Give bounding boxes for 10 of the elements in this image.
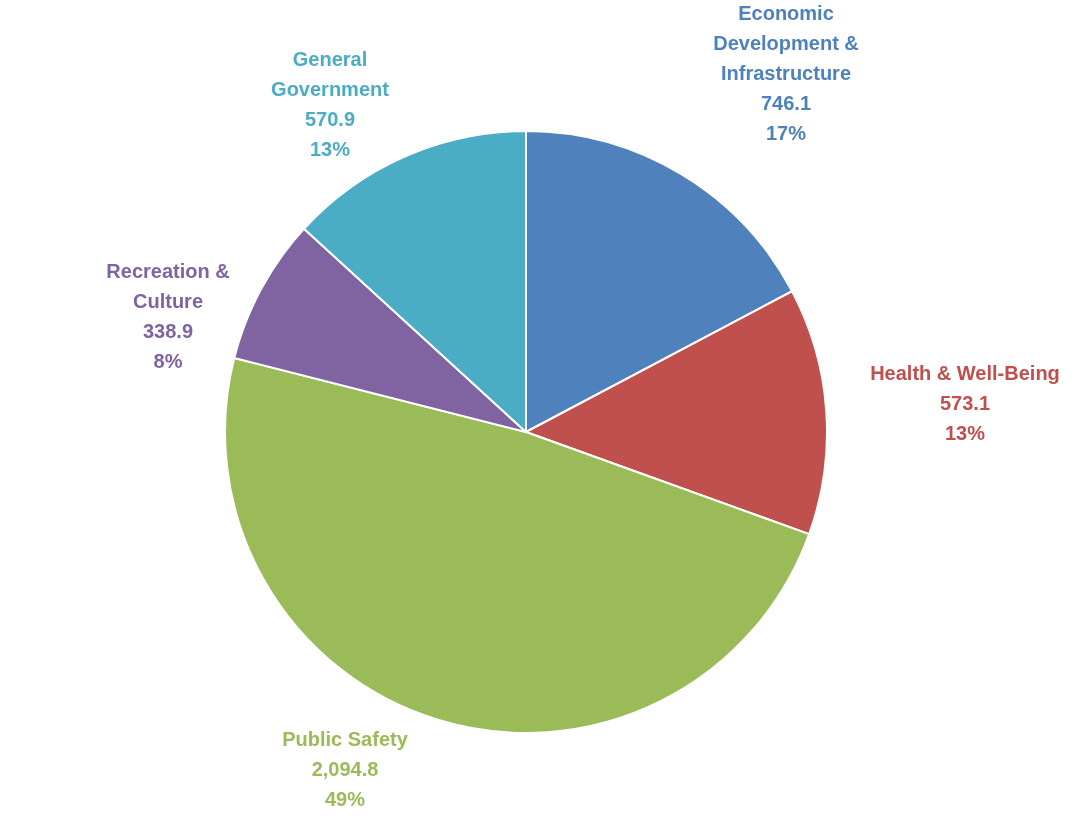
- data-label: 573.1 13%: [939, 391, 991, 444]
- slice-label: Public Safety: [282, 727, 409, 750]
- slice-label: Recreation & Culture: [106, 259, 230, 312]
- slice-label: Health & Well-Being: [870, 361, 1060, 384]
- slice-label: Economic Development & Infrastructure: [713, 1, 859, 84]
- slice-label: General Government: [271, 47, 390, 100]
- data-label: 746.1 17%: [760, 91, 812, 144]
- data-label: 2,094.8 49%: [311, 757, 379, 810]
- data-label: 570.9 13%: [304, 107, 356, 160]
- data-label: 338.9 8%: [142, 319, 194, 372]
